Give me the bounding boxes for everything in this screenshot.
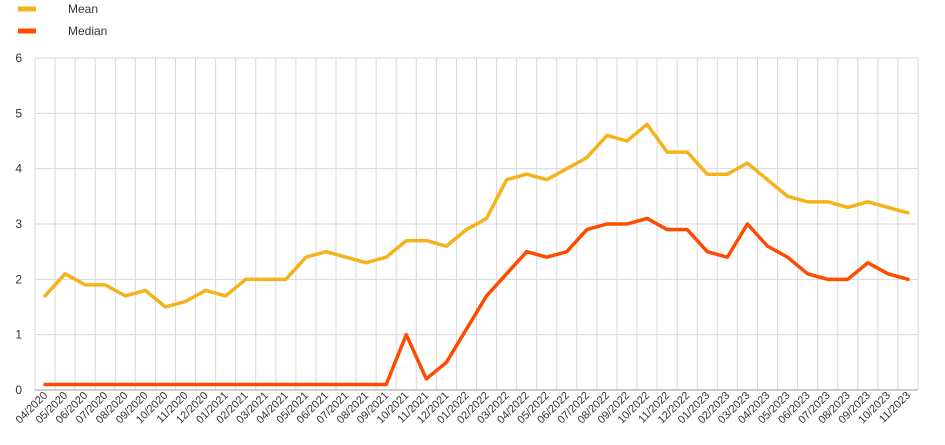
y-tick-label: 0 (15, 383, 22, 397)
chart-legend: Mean Median (18, 2, 107, 38)
y-axis: 0 1 2 3 4 5 6 (15, 51, 22, 397)
series-line-mean (43, 122, 910, 309)
y-tick-label: 4 (15, 162, 22, 176)
x-axis: 04/202005/202006/202007/202008/202009/20… (14, 389, 918, 426)
legend-label-mean: Mean (68, 2, 98, 16)
y-tick-label: 1 (15, 328, 22, 342)
legend-item-median: Median (18, 24, 107, 38)
legend-item-mean: Mean (18, 2, 98, 16)
y-tick-label: 3 (15, 217, 22, 231)
series-line-median (43, 216, 910, 387)
y-tick-label: 5 (15, 106, 22, 120)
y-tick-label: 6 (15, 51, 22, 65)
legend-label-median: Median (68, 24, 107, 38)
series-lines (43, 122, 910, 387)
y-tick-label: 2 (15, 272, 22, 286)
